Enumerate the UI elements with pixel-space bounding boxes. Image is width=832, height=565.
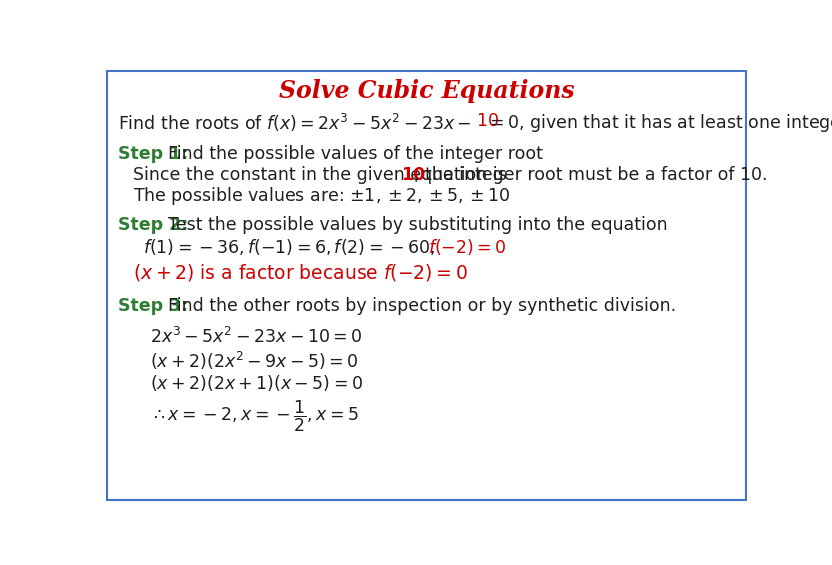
Text: Step 3:: Step 3: — [118, 297, 188, 315]
Text: $10$: $10$ — [476, 112, 499, 130]
Text: The possible values are: $\pm1, \pm2, \pm5, \pm10$: The possible values are: $\pm1, \pm2, \p… — [133, 185, 511, 207]
Text: Step 1:: Step 1: — [118, 145, 188, 163]
Text: Find the roots of $\mathit{f}(\mathit{x}) = 2\mathit{x}^3 - 5\mathit{x}^2 - 23\m: Find the roots of $\mathit{f}(\mathit{x}… — [118, 112, 472, 134]
Text: Step 2:: Step 2: — [118, 216, 188, 234]
Text: $\mathit{f}(-2) = 0$: $\mathit{f}(-2) = 0$ — [428, 237, 507, 257]
Text: Find the other roots by inspection or by synthetic division.: Find the other roots by inspection or by… — [167, 297, 676, 315]
Text: $\therefore x = -2, x = -\dfrac{1}{2}, x = 5$: $\therefore x = -2, x = -\dfrac{1}{2}, x… — [151, 399, 359, 434]
Text: Find the possible values of the integer root: Find the possible values of the integer … — [167, 145, 542, 163]
Text: $2x^3 - 5x^2 - 23x - 10 = 0$: $2x^3 - 5x^2 - 23x - 10 = 0$ — [151, 327, 363, 346]
Text: , the integer root must be a factor of 10.: , the integer root must be a factor of 1… — [414, 166, 767, 184]
Text: $= 0$, given that it has at least one integer root.: $= 0$, given that it has at least one in… — [486, 112, 832, 134]
Text: $(x+2)$ is a factor because $\mathit{f}(-2) = 0$: $(x+2)$ is a factor because $\mathit{f}(… — [133, 262, 468, 283]
Text: Solve Cubic Equations: Solve Cubic Equations — [279, 79, 574, 103]
Text: $\mathit{f}(1) = -36, \mathit{f}(-1) = 6, \mathit{f}(2) = -60,$: $\mathit{f}(1) = -36, \mathit{f}(-1) = 6… — [143, 237, 435, 257]
Text: 10: 10 — [401, 166, 425, 184]
Text: Test the possible values by substituting into the equation: Test the possible values by substituting… — [167, 216, 667, 234]
Text: Since the constant in the given equation is: Since the constant in the given equation… — [133, 166, 513, 184]
Text: $(x+2)(2x+1)(x-5) = 0$: $(x+2)(2x+1)(x-5) = 0$ — [151, 373, 364, 393]
Text: $(x+2)(2x^2 - 9x - 5) = 0$: $(x+2)(2x^2 - 9x - 5) = 0$ — [151, 350, 359, 372]
